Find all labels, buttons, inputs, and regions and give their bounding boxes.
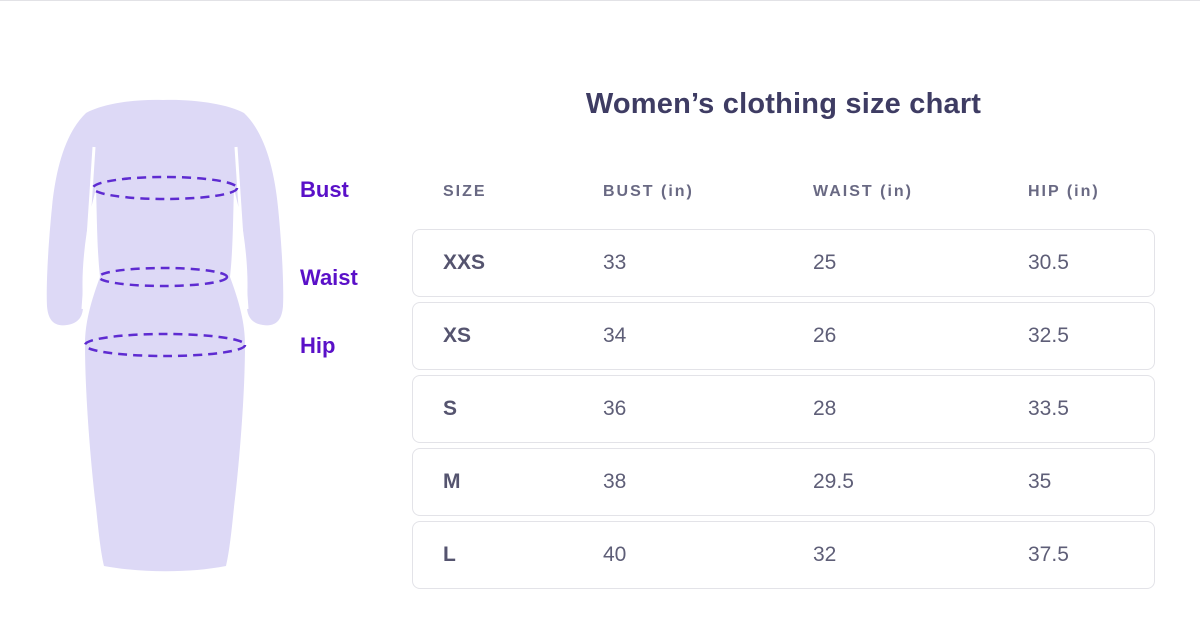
table-row: S 36 28 33.5 <box>412 375 1155 443</box>
size-cell: XXS <box>443 251 486 274</box>
waist-cell: 29.5 <box>813 470 854 493</box>
right-sleeve-gap <box>234 146 249 310</box>
table-row: M 38 29.5 35 <box>412 448 1155 516</box>
left-sleeve-gap <box>81 146 96 310</box>
waist-cell: 25 <box>813 251 837 274</box>
size-cell: XS <box>443 324 472 347</box>
bust-cell: 40 <box>603 543 627 566</box>
table-row: XXS 33 25 30.5 <box>412 229 1155 297</box>
hip-cell: 35 <box>1028 470 1052 493</box>
size-table: XXS 33 25 30.5 XS 34 26 32.5 S 36 28 33.… <box>412 229 1155 589</box>
column-header-waist: WAIST (in) <box>813 183 913 200</box>
size-cell: L <box>443 543 456 566</box>
hip-measure-line <box>83 332 247 358</box>
table-header-row: SIZE BUST (in) WAIST (in) HIP (in) <box>412 183 1155 201</box>
column-header-hip: HIP (in) <box>1028 183 1100 200</box>
bust-cell: 36 <box>603 397 627 420</box>
table-row: XS 34 26 32.5 <box>412 302 1155 370</box>
column-header-size: SIZE <box>443 183 487 200</box>
column-header-bust: BUST (in) <box>603 183 694 200</box>
dress-figure <box>30 85 290 585</box>
bust-cell: 34 <box>603 324 627 347</box>
dress-silhouette <box>46 99 284 572</box>
bust-cell: 33 <box>603 251 627 274</box>
size-cell: M <box>443 470 461 493</box>
bust-measure-line <box>91 175 239 201</box>
hip-cell: 32.5 <box>1028 324 1069 347</box>
hip-cell: 33.5 <box>1028 397 1069 420</box>
measure-label-bust: Bust <box>300 177 349 202</box>
page-title: Women’s clothing size chart <box>585 88 982 120</box>
bust-cell: 38 <box>603 470 627 493</box>
dress-illustration <box>46 99 284 572</box>
measure-label-waist: Waist <box>300 265 358 290</box>
waist-cell: 26 <box>813 324 837 347</box>
waist-cell: 32 <box>813 543 837 566</box>
table-row: L 40 32 37.5 <box>412 521 1155 589</box>
waist-measure-line <box>97 266 229 288</box>
hip-cell: 30.5 <box>1028 251 1069 274</box>
waist-cell: 28 <box>813 397 837 420</box>
top-divider <box>0 0 1200 1</box>
size-cell: S <box>443 397 458 420</box>
measure-label-hip: Hip <box>300 333 336 358</box>
hip-cell: 37.5 <box>1028 543 1069 566</box>
